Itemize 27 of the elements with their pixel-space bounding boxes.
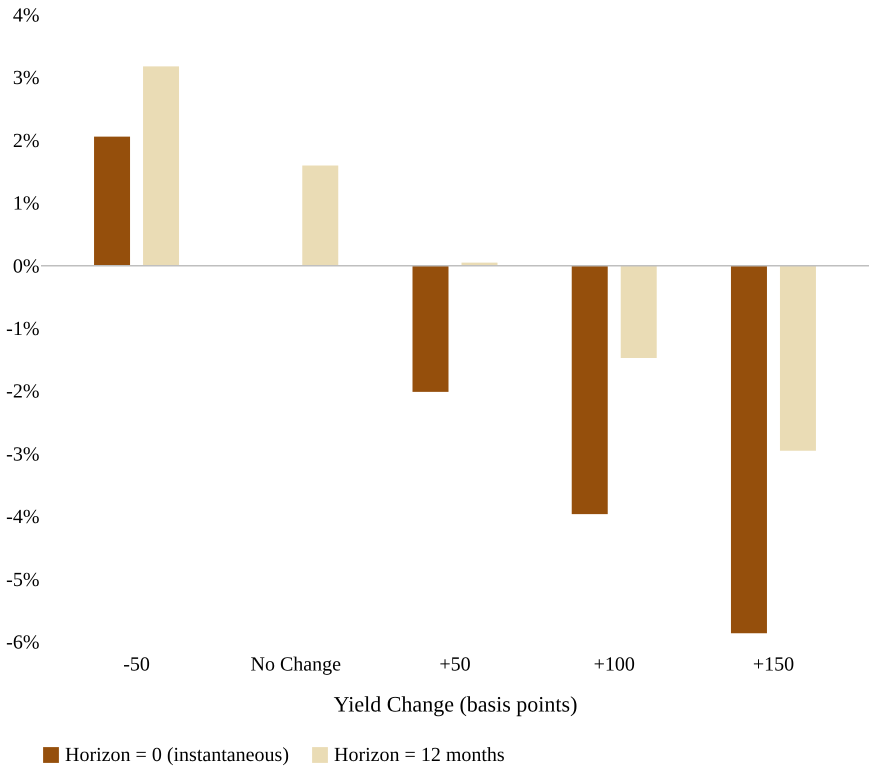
y-tick-label: 0% bbox=[12, 255, 40, 278]
x-tick-label: No Change bbox=[250, 654, 342, 676]
y-tick-label: -3% bbox=[6, 443, 40, 466]
legend-label: Horizon = 12 months bbox=[334, 744, 505, 766]
x-tick-label: +150 bbox=[752, 654, 794, 676]
bar bbox=[302, 165, 338, 266]
y-tick-label: 3% bbox=[12, 67, 40, 90]
y-tick-label: -6% bbox=[6, 632, 40, 654]
legend-label: Horizon = 0 (instantaneous) bbox=[65, 744, 290, 766]
x-axis-title: Yield Change (basis points) bbox=[334, 692, 578, 716]
y-tick-label: -1% bbox=[6, 318, 40, 340]
y-tick-label: -5% bbox=[6, 568, 40, 591]
bar bbox=[730, 266, 767, 634]
y-tick-label: 4% bbox=[12, 4, 40, 26]
y-tick-label: -4% bbox=[6, 506, 40, 528]
bar bbox=[620, 266, 657, 358]
bar bbox=[412, 266, 449, 392]
bar bbox=[572, 266, 608, 514]
x-tick-label: +100 bbox=[594, 654, 635, 676]
y-tick-label: 1% bbox=[12, 192, 40, 215]
y-tick-label: -2% bbox=[6, 380, 40, 403]
bar bbox=[143, 66, 180, 266]
x-tick-label: -50 bbox=[123, 654, 150, 676]
x-tick-label: +50 bbox=[439, 654, 471, 676]
y-tick-label: 2% bbox=[12, 130, 40, 152]
bar bbox=[94, 136, 130, 266]
bar bbox=[780, 266, 816, 451]
